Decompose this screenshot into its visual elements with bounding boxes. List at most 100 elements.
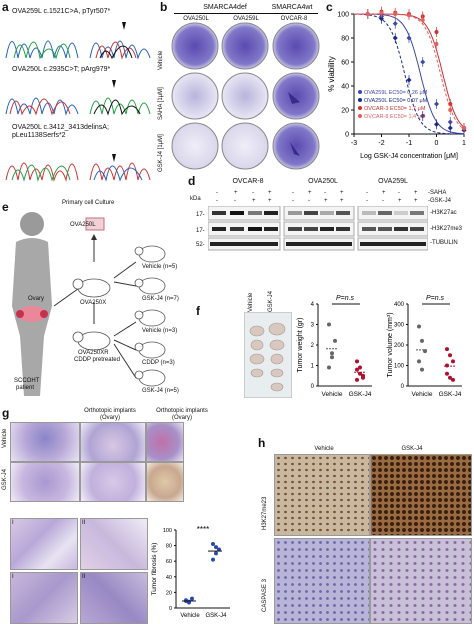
ihc-vehicle-casp3 <box>274 538 370 624</box>
roman-2: II <box>82 520 86 526</box>
tumor-scatter-plots: 0 1 2 3 4 Tumor weight (gr) P=n.s Vehicle GSK-J4… <box>297 295 462 398</box>
y-tick-label: 60 <box>341 60 349 67</box>
g-row-gsk: GSK-J4 <box>2 468 8 490</box>
data-point <box>434 101 439 107</box>
g-title-1b: (Ovary) <box>100 415 120 421</box>
wb-sign: - <box>366 198 368 204</box>
x-tick-label: 1 <box>462 140 466 147</box>
point-vehicle <box>330 355 334 360</box>
mutation-label-3: OVA250L c.3412_3413delinsA; <box>12 124 109 131</box>
histo-zoom-4 <box>80 572 148 624</box>
histo-vehicle-2 <box>80 422 146 462</box>
point-vehicle <box>190 596 194 601</box>
wb-sign: - <box>234 198 236 204</box>
tumor-photo <box>244 312 292 398</box>
wb-row-gsk: -GSK-J4 <box>428 198 452 204</box>
chromatogram-3 <box>5 154 151 182</box>
wb-sign: + <box>398 198 402 204</box>
g-title-1: Orthotopic implants <box>84 408 136 414</box>
legend-entry-1: OVA250L EC50= 0,07 μM <box>364 98 428 104</box>
x-cat-gsk: GSK-J4 <box>205 613 227 619</box>
data-point <box>406 77 412 83</box>
series-curve-1 <box>353 13 465 135</box>
band-h3k27me3: -H3K27me3 <box>430 226 463 232</box>
x-tick-label: -2 <box>378 140 384 147</box>
wb-sign: - <box>366 190 368 196</box>
patient-label-1: SCCOHT <box>14 378 40 384</box>
primary-culture-label: Primary cell Culture <box>62 200 115 206</box>
row-gskj4: GSK-J4 [1μM] <box>158 134 164 172</box>
wb-sign: - <box>292 190 294 196</box>
photo-label-vehicle: Vehicle <box>248 292 254 312</box>
wb-sign: + <box>252 198 256 204</box>
group-gsk-5: GSK-J4 (n=5) <box>142 388 179 394</box>
dose-response-chart: 0 20 40 60 80 100 -3 -2 -1 0 1 Log GSK-J4 concentra… <box>327 6 467 160</box>
data-point <box>447 119 453 125</box>
point-gsk <box>445 363 449 368</box>
x-cat-vehicle: Vehicle <box>180 613 200 619</box>
roman-4: II <box>82 574 86 580</box>
y-tick-label: 0 <box>311 384 315 390</box>
kda-label: kDa <box>190 196 201 202</box>
y-tick-label: 0 <box>169 606 172 612</box>
col-ovcar8: OVCAR-8 <box>280 16 308 22</box>
point-gsk <box>214 551 218 556</box>
group-cddp-3: CDDP (n=3) <box>142 360 175 366</box>
data-point <box>392 35 398 41</box>
crystal-violet-plates <box>171 22 320 170</box>
mutation-label-2: OVA250L c.2935C>T; pArg979* <box>12 66 111 73</box>
group-smarca4wt: SMARCA4wt <box>271 4 313 11</box>
g-title-2: Orthotopic implants <box>156 408 208 414</box>
y-tick-label: 20 <box>341 108 349 115</box>
point-vehicle <box>417 324 421 329</box>
data-point <box>393 12 398 16</box>
point-gsk <box>448 353 452 358</box>
chromatogram-2 <box>5 80 151 116</box>
point-gsk <box>448 375 452 380</box>
y-tick-label: 200 <box>394 343 405 349</box>
point-gsk <box>214 545 218 550</box>
chromatogram-1 <box>5 22 151 60</box>
col-ova250l: OVA250L <box>183 16 209 22</box>
wb-sign: - <box>216 190 218 196</box>
xenograft-schematic <box>12 212 166 396</box>
point-vehicle <box>420 338 424 343</box>
col-ova259l: OVA259L <box>233 16 259 22</box>
y-tick-label: 1 <box>311 364 315 370</box>
y-tick-label: 2 <box>311 343 315 349</box>
data-point <box>462 126 466 130</box>
data-point <box>420 18 425 22</box>
wb-col-ovcar8: OVCAR-8 <box>232 178 264 185</box>
y-tick-label: 3 <box>311 323 315 329</box>
point-vehicle <box>420 367 424 372</box>
divider-wt <box>266 13 318 14</box>
data-point <box>379 16 384 22</box>
histo-vehicle-3 <box>146 422 184 462</box>
patient-label-2: patient <box>16 385 35 391</box>
point-vehicle <box>423 349 427 354</box>
x-cat-gsk: GSK-J4 <box>439 391 462 398</box>
point-gsk <box>355 377 359 382</box>
band-tubulin: -TUBULIN <box>430 240 458 246</box>
y-tick-label: 100 <box>163 528 172 534</box>
point-gsk <box>217 547 221 552</box>
point-gsk <box>355 367 359 372</box>
y-tick-label: 100 <box>337 12 349 19</box>
x-cat-gsk: GSK-J4 <box>349 391 372 398</box>
wb-sign: - <box>398 190 400 196</box>
wb-sign: + <box>308 190 312 196</box>
point-gsk <box>358 371 362 376</box>
p-value-label: P=n.s <box>336 295 355 302</box>
h-row-casp3: CASPASE 3 <box>262 579 268 612</box>
wb-sign-grid: - + - + - + - + - + - + - - + + - - + + - - + + <box>208 190 428 206</box>
y-tick-label: 80 <box>166 544 172 550</box>
point-gsk <box>451 359 455 364</box>
y-axis-title: Tumor fibrosis (%) <box>151 543 158 596</box>
panel-label-a: a <box>2 0 9 14</box>
western-blot-bands <box>208 206 428 251</box>
wb-sign: + <box>414 190 418 196</box>
point-gsk <box>211 542 215 547</box>
histo-zoom-3 <box>10 572 78 624</box>
y-tick-label: 100 <box>394 364 405 370</box>
data-point <box>392 21 398 27</box>
